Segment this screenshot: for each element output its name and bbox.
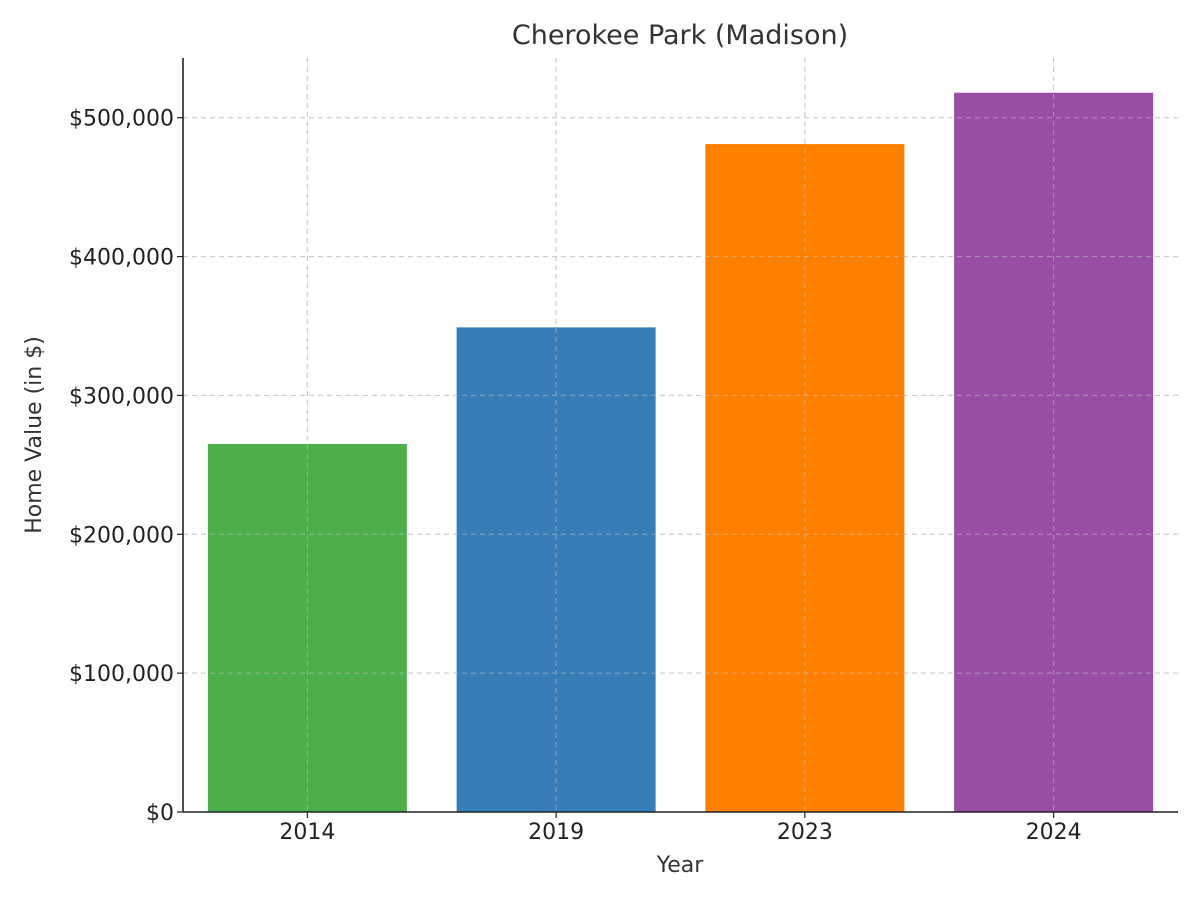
x-tick-label: 2023 [777,820,833,845]
y-tick-label: $400,000 [69,246,174,271]
x-tick-label: 2019 [528,820,584,845]
y-tick-label: $100,000 [69,662,174,687]
x-axis-label: Year [656,853,705,878]
y-tick-label: $200,000 [69,523,174,548]
y-tick-label: $0 [146,801,174,826]
ticks-layer: $0 $100,000 $200,000 $300,000 $400,000 $500,0… [69,107,1082,845]
x-tick-label: 2024 [1026,820,1082,845]
bar-2023 [705,144,905,812]
x-tick-label: 2014 [279,820,335,845]
grid-overlay [183,58,1178,812]
bars-layer [183,58,1178,813]
bar-2019 [456,327,656,812]
y-axis-label: Home Value (in $) [22,336,47,534]
axes-layer [182,58,1178,813]
y-tick-label: $300,000 [69,384,174,409]
bar-2024 [954,92,1154,813]
chart-title: Cherokee Park (Madison) [512,20,848,51]
y-tick-label: $500,000 [69,107,174,132]
